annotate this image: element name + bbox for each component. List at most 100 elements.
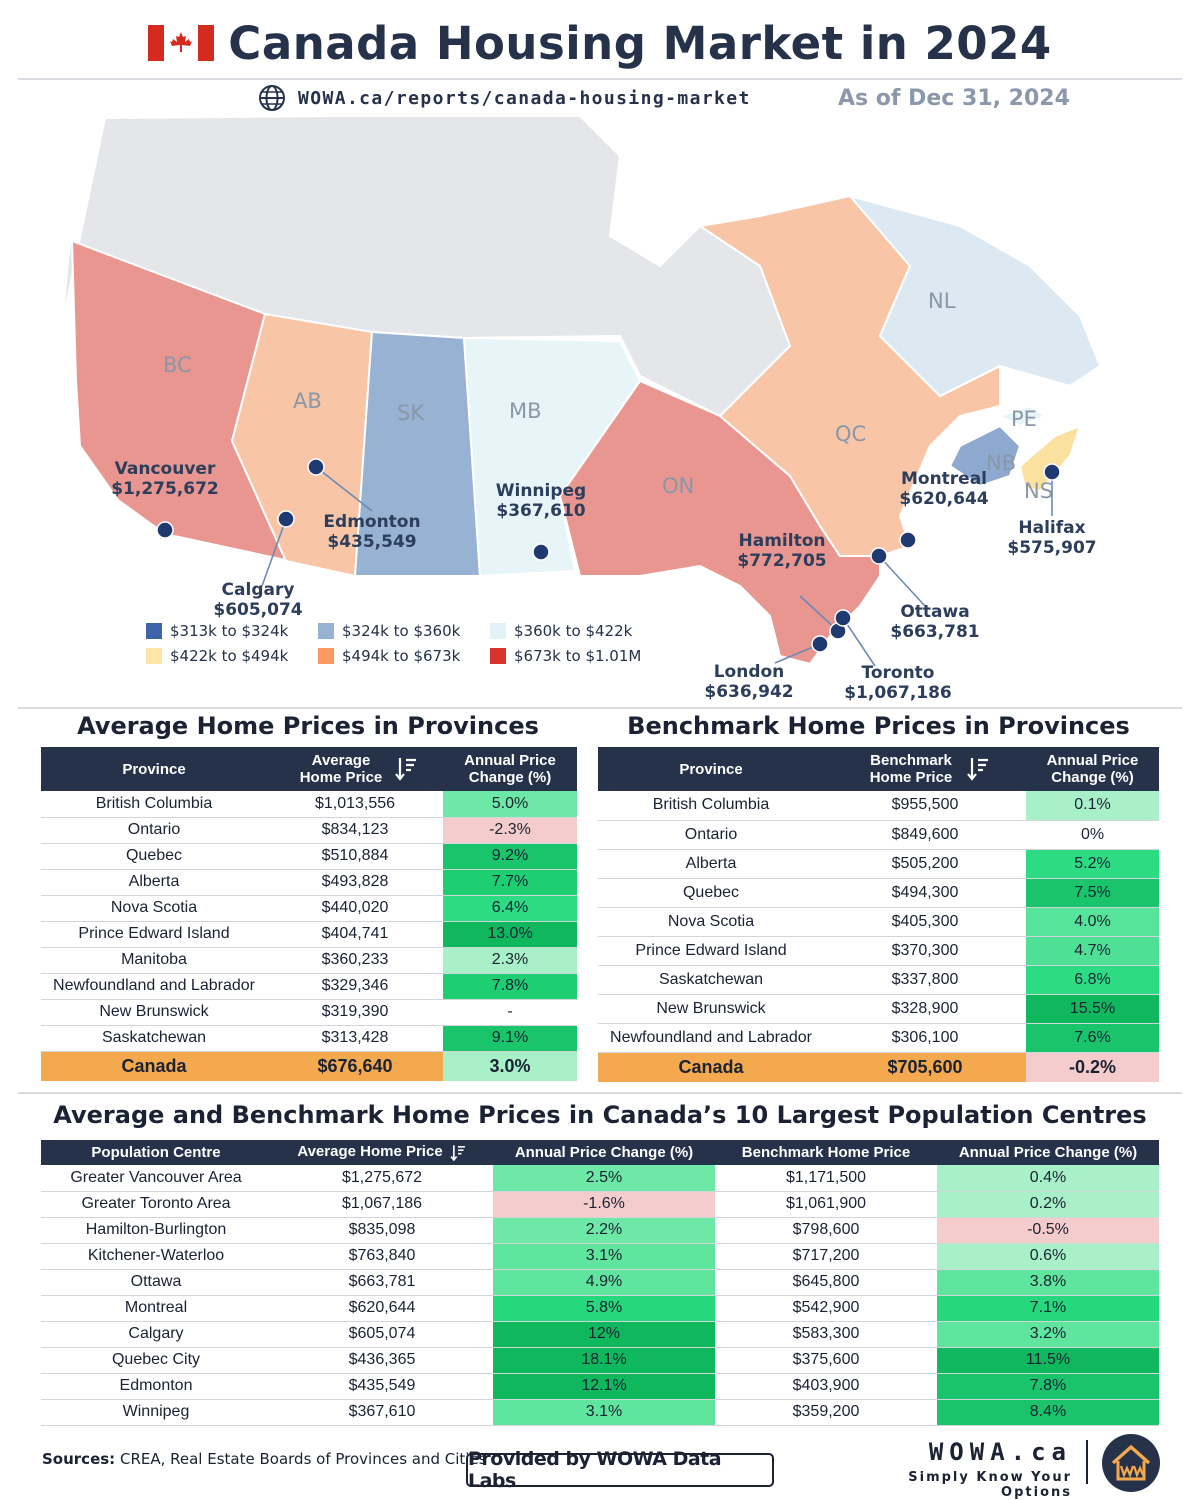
table-row[interactable]: Alberta $493,828 7.7%: [41, 869, 577, 896]
col-header-bench-price[interactable]: Benchmark Home Price: [824, 747, 1026, 791]
cell-change: 7.6%: [1026, 1023, 1159, 1053]
table-row[interactable]: Manitoba $360,233 2.3%: [41, 947, 577, 974]
cell-price: $849,600: [824, 820, 1026, 850]
table-row[interactable]: Greater Vancouver Area $1,275,672 2.5% $1,1…: [41, 1165, 1159, 1192]
report-url-link[interactable]: WOWA.ca/reports/canada-housing-market: [298, 87, 751, 109]
city-price-halifax: $575,907: [1007, 538, 1096, 558]
cell-avg-change: 4.9%: [493, 1269, 715, 1296]
city-price-winnipeg: $367,610: [496, 501, 585, 521]
cell-avg-change: 2.5%: [493, 1165, 715, 1192]
sort-descending-icon[interactable]: [395, 756, 417, 782]
city-label-ottawa: Ottawa: [900, 602, 969, 622]
cell-avg-price: $1,275,672: [271, 1165, 493, 1192]
province-label-bc: BC: [163, 353, 192, 377]
table-row[interactable]: Greater Toronto Area $1,067,186 -1.6% $1,06…: [41, 1191, 1159, 1218]
col-header-province[interactable]: Province: [598, 747, 824, 791]
avg-prices-table: Province Average Home Price Annual Price…: [41, 747, 577, 1081]
col-header-avg-price[interactable]: Average Home Price: [271, 1140, 493, 1165]
city-label-hamilton: Hamilton: [739, 531, 826, 551]
col-header-avg-change[interactable]: Annual Price Change (%): [493, 1140, 715, 1165]
cell-change: 4.0%: [1026, 907, 1159, 937]
city-dot-montreal[interactable]: [899, 531, 917, 549]
table-row[interactable]: Ottawa $663,781 4.9% $645,800 3.8%: [41, 1269, 1159, 1296]
table-row[interactable]: Kitchener-Waterloo $763,840 3.1% $717,200 0.…: [41, 1243, 1159, 1270]
cell-change: 13.0%: [443, 921, 577, 948]
table-row[interactable]: Winnipeg $367,610 3.1% $359,200 8.4%: [41, 1399, 1159, 1426]
cell-change: 0%: [1026, 820, 1159, 850]
table-row[interactable]: Prince Edward Island $404,741 13.0%: [41, 921, 577, 948]
table-row[interactable]: Saskatchewan $313,428 9.1%: [41, 1025, 577, 1052]
city-dot-winnipeg[interactable]: [532, 543, 550, 561]
cell-price: $328,900: [824, 994, 1026, 1024]
cell-price: $505,200: [824, 849, 1026, 879]
city-dot-calgary[interactable]: [277, 510, 295, 528]
table-row[interactable]: Edmonton $435,549 12.1% $403,900 7.8%: [41, 1373, 1159, 1400]
col-header-bench-price[interactable]: Benchmark Home Price: [715, 1140, 937, 1165]
total-change: -0.2%: [1026, 1052, 1159, 1082]
table-row[interactable]: Alberta $505,200 5.2%: [598, 849, 1159, 879]
city-dot-toronto[interactable]: [834, 609, 852, 627]
table-row[interactable]: Nova Scotia $440,020 6.4%: [41, 895, 577, 922]
col-header-centre[interactable]: Population Centre: [41, 1140, 271, 1165]
legend-swatch: [318, 623, 334, 639]
cell-province: Manitoba: [41, 947, 267, 974]
cell-avg-change: 3.1%: [493, 1243, 715, 1270]
url-row: WOWA.ca/reports/canada-housing-market: [258, 84, 751, 112]
col-header-bench-change[interactable]: Annual Price Change (%): [937, 1140, 1159, 1165]
col-header-annual-change[interactable]: Annual Price Change (%): [443, 747, 577, 791]
table-row[interactable]: New Brunswick $328,900 15.5%: [598, 994, 1159, 1024]
col-header-annual-change[interactable]: Annual Price Change (%): [1026, 747, 1159, 791]
table-row[interactable]: Quebec $510,884 9.2%: [41, 843, 577, 870]
table-row[interactable]: Ontario $834,123 -2.3%: [41, 817, 577, 844]
sort-descending-icon[interactable]: [967, 756, 989, 782]
cell-price: $360,233: [267, 947, 443, 974]
col-header-province[interactable]: Province: [41, 747, 267, 791]
table-row[interactable]: Newfoundland and Labrador $306,100 7.6%: [598, 1023, 1159, 1053]
city-label-vancouver: Vancouver: [115, 459, 216, 479]
city-dot-vancouver[interactable]: [156, 521, 174, 539]
province-pe: [997, 404, 1048, 428]
city-dot-london[interactable]: [811, 635, 829, 653]
cell-price: $404,741: [267, 921, 443, 948]
table-row[interactable]: British Columbia $955,500 0.1%: [598, 791, 1159, 821]
table-row[interactable]: Ontario $849,600 0%: [598, 820, 1159, 850]
table-row[interactable]: Montreal $620,644 5.8% $542,900 7.1%: [41, 1295, 1159, 1322]
province-nb: [948, 424, 1022, 488]
province-label-sk: SK: [397, 401, 425, 425]
table-row[interactable]: Nova Scotia $405,300 4.0%: [598, 907, 1159, 937]
cell-centre: Kitchener-Waterloo: [41, 1243, 271, 1270]
table-row[interactable]: British Columbia $1,013,556 5.0%: [41, 791, 577, 818]
city-price-ottawa: $663,781: [890, 622, 979, 642]
table-row[interactable]: Calgary $605,074 12% $583,300 3.2%: [41, 1321, 1159, 1348]
table-row[interactable]: Quebec $494,300 7.5%: [598, 878, 1159, 908]
city-dot-ottawa[interactable]: [870, 547, 888, 565]
wowa-logo-icon[interactable]: [1102, 1434, 1160, 1492]
cell-bench-price: $798,600: [715, 1217, 937, 1244]
table-row[interactable]: Quebec City $436,365 18.1% $375,600 11.5%: [41, 1347, 1159, 1374]
brand-name[interactable]: WOWA.ca: [928, 1438, 1072, 1466]
legend-swatch: [490, 648, 506, 664]
city-dot-halifax[interactable]: [1043, 463, 1061, 481]
table-row[interactable]: Newfoundland and Labrador $329,346 7.8%: [41, 973, 577, 1000]
table-row[interactable]: Hamilton-Burlington $835,098 2.2% $798,600-…: [41, 1217, 1159, 1244]
col-header-avg-price[interactable]: Average Home Price: [267, 747, 443, 791]
cell-centre: Greater Vancouver Area: [41, 1165, 271, 1192]
sort-descending-icon[interactable]: [449, 1144, 467, 1162]
cell-avg-change: 5.8%: [493, 1295, 715, 1322]
cell-price: $494,300: [824, 878, 1026, 908]
province-label-qc: QC: [835, 422, 866, 446]
title-row: Canada Housing Market in 2024: [0, 10, 1200, 76]
cell-avg-price: $605,074: [271, 1321, 493, 1348]
table-row[interactable]: New Brunswick $319,390-: [41, 999, 577, 1026]
cell-province: Nova Scotia: [598, 907, 824, 937]
table-row[interactable]: Prince Edward Island $370,300 4.7%: [598, 936, 1159, 966]
province-ab: [230, 312, 374, 578]
legend-swatch: [146, 648, 162, 664]
cell-price: $329,346: [267, 973, 443, 1000]
cell-change: -: [443, 999, 577, 1026]
bench-table-title: Benchmark Home Prices in Provinces: [627, 712, 1130, 740]
table-row[interactable]: Saskatchewan $337,800 6.8%: [598, 965, 1159, 995]
city-price-hamilton: $772,705: [737, 551, 826, 571]
cell-price: $313,428: [267, 1025, 443, 1052]
city-dot-edmonton[interactable]: [307, 458, 325, 476]
